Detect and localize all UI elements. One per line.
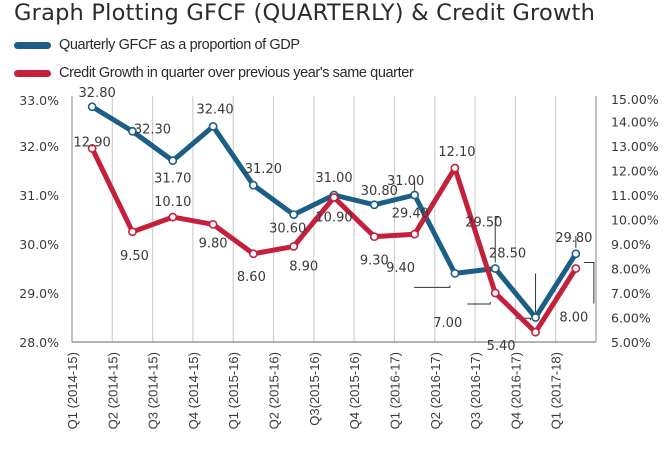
credit-growth-point: [571, 264, 581, 273]
gfcf-data-label: 29.50: [465, 216, 502, 231]
legend-item-gfcf: Quarterly GFCF as a proportion of GDP: [14, 35, 300, 55]
legend-label-credit-growth: Credit Growth in quarter over previous y…: [59, 65, 414, 81]
gfcf-point: [289, 210, 299, 219]
x-axis-ticks: Q1 (2014-15) Q2 (2014-15) Q3 (2014-15) Q4 (…: [65, 352, 564, 429]
gfcf-data-label: 29.80: [555, 231, 592, 246]
chart-title: Graph Plotting GFCF (QUARTERLY) & Credit…: [14, 0, 596, 26]
gfcf-data-label: 30.60: [269, 222, 306, 237]
gfcf-data-label: 31.00: [387, 174, 424, 189]
credit-growth-point: [168, 212, 178, 222]
legend-swatch-gfcf: [14, 41, 51, 49]
right-axis-tick-label: 14.00%: [611, 115, 659, 130]
right-axis-tick-label: 10.00%: [611, 213, 659, 228]
right-axis-tick-label: 6.00%: [611, 311, 651, 326]
x-axis-tick-label: Q3 (2016-17): [468, 352, 483, 429]
right-axis-tick-label: 12.00%: [611, 164, 659, 179]
gfcf-data-label: 32.30: [134, 122, 171, 137]
left-axis-tick-label: 32.0%: [19, 139, 59, 154]
gfcf-data-label: 31.20: [245, 162, 282, 177]
leader-line: [494, 216, 500, 263]
x-axis-tick-label: Q4 (2016-17): [508, 352, 523, 429]
gfcf-data-label: 32.80: [79, 86, 116, 101]
right-axis-tick-label: 7.00%: [611, 286, 651, 301]
gfcf-point: [531, 313, 540, 322]
data-labels: 32.8032.3031.7032.4031.2030.6031.0030.80…: [74, 86, 593, 354]
credit-growth-data-label: 10.90: [315, 210, 352, 225]
leader-line: [467, 302, 491, 305]
x-axis-tick-label: Q3(2015-16): [307, 352, 322, 426]
x-axis-tick-label: Q1 (2015-16): [226, 352, 241, 429]
gfcf-point: [369, 200, 379, 210]
credit-growth-data-label: 8.90: [289, 259, 318, 274]
left-axis-tick-label: 33.0%: [19, 93, 59, 108]
gfcf-data-label: 32.40: [196, 102, 233, 117]
credit-growth-data-label: 9.80: [199, 236, 228, 251]
x-axis-tick-label: Q2 (2016-17): [428, 352, 443, 429]
credit-growth-data-label: 5.40: [487, 339, 516, 354]
credit-growth-point: [87, 144, 97, 153]
credit-growth-data-label: 10.10: [154, 195, 191, 210]
credit-growth-data-label: 8.00: [559, 311, 588, 326]
credit-growth-point: [128, 227, 137, 237]
right-axis-tick-label: 11.00%: [611, 188, 659, 203]
gfcf-point: [490, 264, 500, 273]
right-axis-tick-label: 13.00%: [611, 139, 659, 154]
x-axis-tick-label: Q3 (2014-15): [146, 352, 161, 429]
legend-label-gfcf: Quarterly GFCF as a proportion of GDP: [59, 37, 300, 53]
gfcf-point: [168, 156, 178, 166]
right-axis-tick-label: 8.00%: [611, 262, 651, 277]
gfcf-data-label: 31.00: [315, 171, 352, 186]
right-axis-tick-label: 9.00%: [611, 237, 651, 252]
credit-growth-point: [450, 163, 460, 173]
gfcf-point: [248, 180, 258, 190]
axes: [71, 96, 597, 343]
legend-swatch-credit-growth: [14, 69, 51, 77]
series-points: [87, 102, 581, 337]
credit-growth-data-label: 12.90: [74, 135, 111, 150]
right-axis-tick-label: 15.00%: [611, 92, 659, 107]
credit-growth-point: [329, 193, 339, 202]
credit-growth-point: [248, 249, 258, 259]
left-axis-tick-label: 30.0%: [19, 237, 59, 252]
credit-growth-point: [369, 232, 379, 242]
credit-growth-data-label: 9.30: [360, 254, 389, 269]
credit-growth-point: [208, 219, 218, 229]
gfcf-data-label: 31.70: [154, 172, 191, 187]
x-axis-tick-label: Q1 (2016-17): [387, 352, 402, 429]
x-axis-tick-label: Q1 (2014-15): [65, 352, 80, 429]
gfcf-data-label: 29.40: [392, 206, 429, 221]
leader-line: [583, 262, 595, 304]
gfcf-point: [450, 268, 460, 278]
left-axis-tick-label: 28.0%: [19, 335, 59, 350]
credit-growth-data-label: 9.40: [386, 261, 415, 276]
credit-growth-point: [531, 327, 540, 337]
gfcf-point: [128, 126, 137, 136]
legend-item-credit-growth: Credit Growth in quarter over previous y…: [14, 63, 414, 83]
gfcf-point: [87, 102, 97, 112]
x-axis-tick-label: Q4 (2015-16): [347, 352, 362, 429]
x-axis-tick-label: Q4 (2014-15): [186, 352, 201, 429]
credit-growth-data-label: 12.10: [438, 145, 475, 160]
right-axis-ticks: 15.00% 14.00% 13.00% 12.00% 11.00% 10.00% 9.00…: [611, 92, 659, 350]
credit-growth-data-label: 7.00: [433, 316, 462, 331]
gfcf-point: [571, 249, 581, 259]
leader-line: [413, 285, 451, 288]
credit-growth-data-label: 8.60: [237, 270, 266, 285]
gfcf-point: [410, 190, 420, 200]
credit-growth-point: [410, 229, 420, 239]
gfcf-data-label: 30.80: [361, 184, 398, 199]
credit-growth-point: [289, 242, 299, 251]
x-axis-tick-label: Q1 (2017-18): [549, 352, 564, 429]
left-axis-ticks: 33.0% 32.0% 31.0% 30.0% 29.0% 28.0%: [19, 93, 59, 350]
credit-growth-data-label: 9.50: [120, 249, 149, 264]
credit-growth-point: [490, 288, 500, 298]
x-axis-tick-label: Q2 (2014-15): [105, 352, 120, 429]
gfcf-data-label: 28.50: [489, 247, 526, 262]
right-axis-tick-label: 5.00%: [611, 335, 651, 350]
x-axis-tick-label: Q2 (2015-16): [267, 352, 282, 429]
gfcf-point: [208, 122, 218, 131]
left-axis-tick-label: 31.0%: [19, 188, 59, 203]
left-axis-tick-label: 29.0%: [19, 286, 59, 301]
